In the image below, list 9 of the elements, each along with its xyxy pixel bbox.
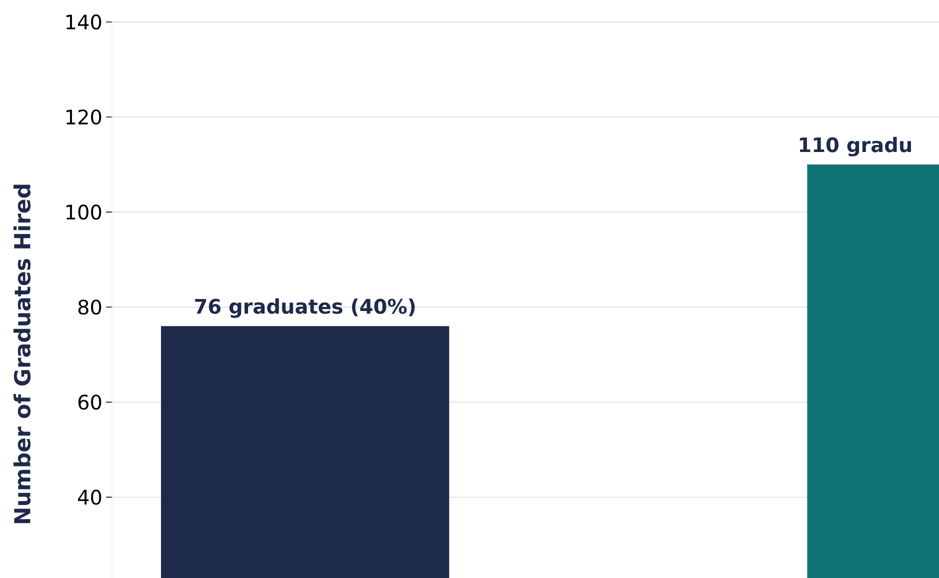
- y-tick-label: 40: [78, 490, 102, 505]
- y-tick-label: 80: [78, 300, 102, 315]
- y-tick-label: 60: [78, 394, 102, 410]
- y-tick-label: 100: [66, 204, 102, 220]
- y-tick-label: 140: [66, 14, 102, 30]
- data-label: 110 gradu: [800, 136, 911, 156]
- y-axis-title: Number of Graduates Hired: [14, 184, 31, 524]
- y-tick-label: 120: [66, 109, 102, 125]
- data-label: 76 graduates (40%): [195, 298, 415, 318]
